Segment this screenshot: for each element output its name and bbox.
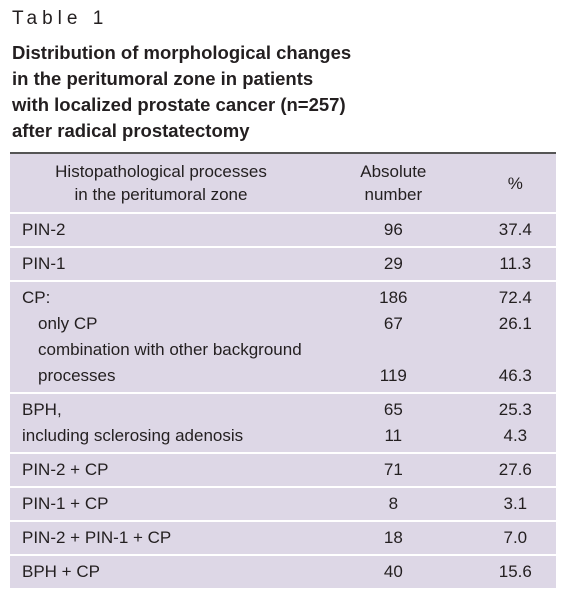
table-row: PIN-1 + CP 8 3.1 [10, 486, 556, 521]
table-row: PIN-2 + CP 71 27.6 [10, 452, 556, 487]
caption-line: Distribution of morphological changes [12, 42, 352, 63]
table-row: BPH, 65 25.3 [10, 392, 556, 423]
cell-value: 96 [312, 212, 475, 247]
header-line: Absolute [360, 162, 427, 181]
caption-line: after radical prostatectomy [12, 120, 250, 141]
table-row: combination with other background proces… [10, 337, 556, 393]
table-row: only CP 67 26.1 [10, 311, 556, 337]
cell-value: 11 [384, 426, 403, 445]
cell-value: 71 [312, 452, 475, 487]
cell-value: 25.3 [474, 392, 556, 423]
header-cell: Absolute number [312, 152, 475, 213]
cell-value: 7.0 [474, 520, 556, 555]
table-row: CP: 186 72.4 [10, 280, 556, 311]
caption-line: in the peritumoral zone in patients [12, 68, 314, 89]
table-row: PIN-2 + PIN-1 + CP 18 7.0 [10, 520, 556, 555]
table-label: Table 1 [12, 8, 109, 29]
table-row: PIN-1 29 11.3 [10, 246, 556, 281]
table-body: PIN-2 96 37.4 PIN-1 29 11.3 CP: 186 72.4 only CP 6… [10, 212, 556, 588]
cell-value: 18 [312, 520, 475, 555]
row-label: PIN-2 [10, 212, 312, 247]
header-line: in the peritumoral zone [74, 185, 248, 204]
cell-value: 67 [383, 314, 403, 333]
row-label: PIN-1 + CP [10, 486, 312, 521]
cell-value: 119 [379, 366, 407, 385]
cell-value: 26.1 [498, 314, 532, 333]
row-label: BPH, [10, 392, 312, 423]
row-label: PIN-2 + CP [10, 452, 312, 487]
header-line: Histopathological processes [55, 162, 267, 181]
cell-value: 65 [312, 392, 475, 423]
row-label: PIN-2 + PIN-1 + CP [10, 520, 312, 555]
cell-value: 8 [312, 486, 475, 521]
header-cell: Histopathological processes in the peritu… [10, 152, 312, 213]
cell-value: 15.6 [474, 554, 556, 588]
cell-value: 4.3 [503, 426, 528, 445]
caption-line: with localized prostate cancer (n=257) [12, 94, 346, 115]
row-label: CP: [10, 280, 312, 311]
cell-value: 3.1 [474, 486, 556, 521]
table-row: BPH + CP 40 15.6 [10, 554, 556, 588]
row-label: combination with other background proces… [38, 340, 302, 385]
row-label: including sclerosing adenosis [22, 426, 244, 445]
header-line: number [364, 185, 423, 204]
header-line: % [507, 173, 523, 193]
header-cell: % [474, 152, 556, 213]
cell-value: 37.4 [474, 212, 556, 247]
table-row: including sclerosing adenosis 11 4.3 [10, 423, 556, 453]
cell-value: 46.3 [498, 366, 532, 385]
table-caption: Distribution of morphological changes in … [12, 40, 351, 144]
cell-value: 29 [312, 246, 475, 281]
cell-value: 72.4 [474, 280, 556, 311]
cell-value: 27.6 [474, 452, 556, 487]
cell-value: 11.3 [474, 246, 556, 281]
cell-value: 186 [312, 280, 475, 311]
table-row: PIN-2 96 37.4 [10, 212, 556, 247]
row-label: BPH + CP [10, 554, 312, 588]
cell-value: 40 [312, 554, 475, 588]
table: Histopathological processes in the peritu… [10, 152, 556, 588]
row-label: PIN-1 [10, 246, 312, 281]
header-row: Histopathological processes in the peritu… [10, 152, 556, 213]
row-label: only CP [38, 314, 98, 333]
